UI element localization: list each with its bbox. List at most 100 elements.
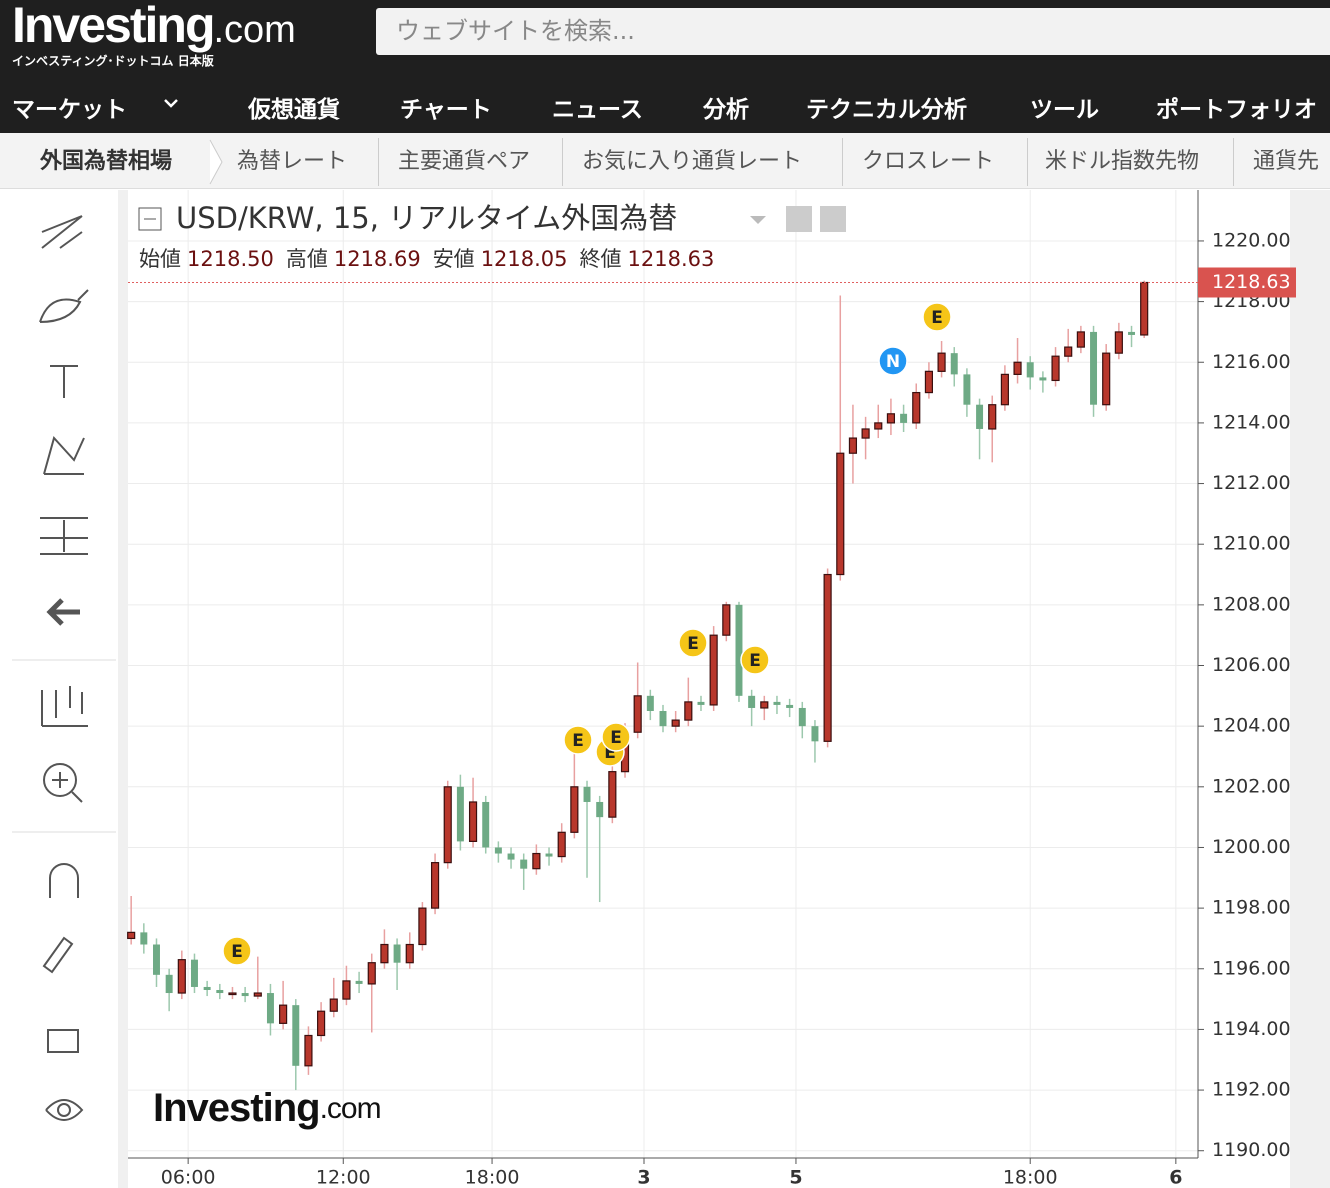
nav-item[interactable]: ニュース (552, 97, 643, 123)
candle-body (1051, 355, 1060, 382)
nav-item[interactable]: テクニカル分析 (806, 97, 967, 123)
candle-body (532, 852, 541, 870)
x-tick-label: 5 (789, 1167, 802, 1188)
event-marker (222, 936, 252, 966)
settings-icon[interactable] (820, 206, 846, 232)
tab-separator (1027, 138, 1028, 186)
event-label: E (610, 728, 622, 748)
candle-body (735, 604, 743, 696)
candle-body (1090, 331, 1098, 405)
logo-suffix[interactable]: .com (213, 9, 296, 51)
watermark-suffix: .com (320, 1092, 381, 1125)
icon-back[interactable] (46, 598, 80, 626)
x-tick-label: 18:00 (465, 1167, 520, 1188)
ohlc-name: 終値 (580, 247, 622, 271)
candle-body (722, 604, 731, 636)
logo-subtitle: インベスティング･ドットコム 日本版 (12, 54, 214, 68)
candle-body (671, 719, 680, 727)
candle-body (836, 452, 845, 576)
candle-body (557, 831, 566, 858)
tab[interactable]: クロスレート (862, 149, 995, 174)
icon-candles[interactable] (41, 686, 88, 727)
logo-text[interactable]: Investing (12, 0, 215, 53)
logo[interactable]: Investing.com (12, 0, 296, 54)
dropdown-caret (164, 99, 178, 108)
icon-text[interactable] (50, 365, 78, 398)
candle-body (886, 413, 896, 424)
candle-body (848, 437, 858, 454)
candle-body (190, 959, 198, 987)
current-price-label: 1218.63 (1212, 271, 1291, 293)
candle-body (684, 701, 693, 721)
candle-body (405, 943, 414, 964)
tab[interactable]: 通貨先 (1253, 149, 1320, 174)
title-caret[interactable] (750, 216, 766, 224)
tab[interactable]: 米ドル指数先物 (1045, 149, 1200, 174)
candle-body (153, 944, 160, 975)
icon-lock[interactable] (47, 1029, 79, 1053)
event-marker (740, 645, 770, 675)
candle-body (798, 707, 806, 727)
y-tick-label: 1220.00 (1212, 229, 1291, 251)
candle-body (304, 1034, 313, 1067)
candle-body (203, 986, 211, 990)
visibility-icon[interactable] (786, 206, 812, 232)
nav-item[interactable]: ツール (1030, 97, 1099, 123)
icon-fib[interactable] (40, 517, 88, 555)
candle-body (583, 786, 591, 802)
candle-body (963, 374, 971, 405)
y-tick-label: 1204.00 (1212, 715, 1291, 737)
candle-body (292, 1005, 300, 1066)
event-label: E (231, 942, 243, 962)
icon-magnet[interactable] (49, 863, 79, 898)
tab[interactable]: 為替レート (237, 149, 348, 174)
candle-body (748, 695, 756, 708)
tab-arrow (209, 139, 223, 185)
candle-body (1102, 352, 1111, 406)
nav-item[interactable]: ポートフォリオ (1156, 97, 1317, 123)
tab[interactable]: 外国為替相場 (40, 149, 173, 174)
candle-body (811, 726, 819, 742)
y-tick-label: 1190.00 (1212, 1139, 1291, 1161)
tab-separator (1233, 138, 1234, 186)
collapse-icon[interactable] (138, 207, 162, 231)
candle-body (507, 853, 515, 860)
candle-body (1128, 331, 1136, 335)
candle-body (709, 634, 718, 706)
tab[interactable]: 主要通貨ペア (398, 149, 531, 174)
candle-body (494, 847, 502, 854)
y-tick-label: 1214.00 (1212, 411, 1291, 433)
icon-eye[interactable] (45, 1099, 84, 1121)
tab[interactable]: お気に入り通貨レート (582, 149, 803, 174)
candle-body (659, 710, 667, 727)
candle-body (1039, 377, 1047, 381)
candle-body (1000, 373, 1009, 406)
candle-body (253, 992, 262, 997)
event-marker (563, 725, 593, 755)
icon-lock-draw[interactable] (42, 936, 74, 974)
nav-bar (0, 88, 1330, 133)
icon-brush[interactable] (39, 289, 89, 323)
candle-body (279, 1004, 288, 1024)
nav-item[interactable]: 分析 (703, 97, 749, 123)
nav-item[interactable]: マーケット (12, 97, 127, 123)
nav-item[interactable]: チャート (400, 97, 492, 123)
icon-lines[interactable] (41, 215, 83, 249)
tab-separator (842, 138, 843, 186)
candle-body (570, 786, 579, 833)
candle-body (216, 989, 224, 994)
candle-body (861, 428, 870, 439)
candle-body (329, 998, 338, 1012)
nav-item[interactable]: 仮想通貨 (248, 97, 340, 123)
event-label: E (749, 651, 761, 671)
icon-pattern[interactable] (43, 435, 85, 475)
candle-body (380, 943, 389, 964)
ohlc-name: 高値 (286, 247, 328, 271)
x-tick-label: 18:00 (1003, 1167, 1058, 1188)
icon-zoom[interactable] (43, 763, 77, 797)
x-tick-label: 3 (637, 1167, 650, 1188)
event-label: N (886, 352, 900, 372)
candle-body (646, 695, 654, 711)
search-box[interactable]: ウェブサイトを検索... (376, 8, 1330, 55)
